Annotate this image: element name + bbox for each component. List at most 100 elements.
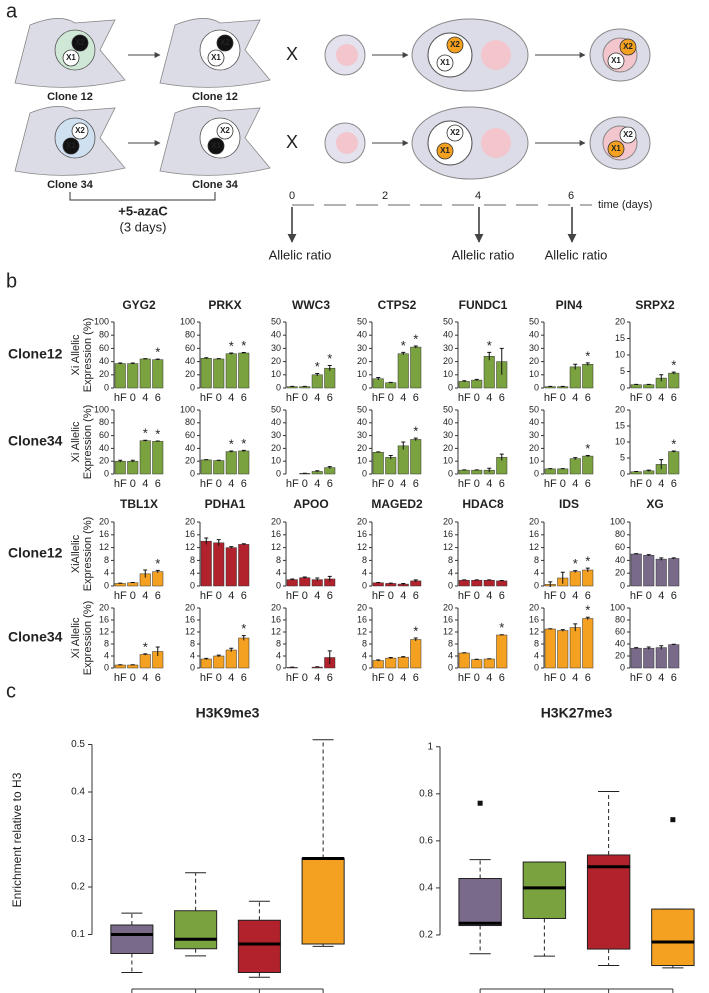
chromosome xyxy=(62,137,80,155)
y-tick-label: 30 xyxy=(357,430,367,440)
y-tick-label: 30 xyxy=(443,343,453,353)
x-tick-label: 0 xyxy=(216,590,222,602)
bar xyxy=(458,381,470,389)
y-tick-label: 40 xyxy=(615,555,625,565)
row-label: Clone12 xyxy=(8,346,63,362)
significance: * xyxy=(585,441,590,456)
y-tick-label: 0.4 xyxy=(419,883,433,894)
chromosome xyxy=(607,140,625,158)
x-tick-label: 0 xyxy=(388,478,394,490)
chromosome-label: X1 xyxy=(211,141,221,150)
y-tick-label: 0 xyxy=(276,468,281,478)
y-tick-label: 8 xyxy=(362,555,367,565)
y-tick-label: 16 xyxy=(99,529,109,539)
y-tick-label: 0 xyxy=(620,468,625,478)
error-bar xyxy=(388,657,393,659)
y-tick-label: 16 xyxy=(529,529,539,539)
chart-title: IDS xyxy=(559,497,579,511)
x-tick-label: 4 xyxy=(228,590,234,602)
y-tick-label: 10 xyxy=(615,349,625,359)
clone-label: Clone 34 xyxy=(192,179,239,191)
y-tick-label: 20 xyxy=(443,602,453,612)
x-tick-label: hF xyxy=(458,392,471,404)
chromosome xyxy=(216,122,234,140)
y-tick-label: 20 xyxy=(271,443,281,453)
chromosome xyxy=(62,49,80,67)
x-tick-label: 6 xyxy=(241,478,247,490)
significance: * xyxy=(487,338,492,353)
box xyxy=(301,858,345,945)
error-bar xyxy=(585,567,590,572)
y-tick-label: 10 xyxy=(443,456,453,466)
y-tick-label: 16 xyxy=(99,614,109,624)
x-tick-label: 6 xyxy=(499,392,505,404)
error-bar xyxy=(585,454,590,457)
error-bar xyxy=(646,554,651,556)
y-tick-label: 16 xyxy=(443,614,453,624)
y-tick-label: 60 xyxy=(615,626,625,636)
y-tick-label: 8 xyxy=(362,638,367,648)
error-bar xyxy=(671,557,676,560)
y-tick-label: 16 xyxy=(271,614,281,624)
y-tick-label: 8 xyxy=(276,638,281,648)
x-tick-label: 4 xyxy=(314,478,320,490)
chromosome xyxy=(619,38,637,56)
x-tick-label: 0 xyxy=(560,392,566,404)
bar xyxy=(643,384,655,389)
y-tick-label: 0 xyxy=(362,580,367,590)
x-tick-label: 6 xyxy=(155,392,161,404)
row-label: Clone34 xyxy=(8,433,63,449)
x-tick-label: 0 xyxy=(646,392,652,404)
error-bar xyxy=(229,352,234,355)
error-bar xyxy=(216,654,221,657)
chromosome-label: X2 xyxy=(450,40,460,49)
x-tick-label: 0 xyxy=(388,392,394,404)
error-bar xyxy=(634,383,639,386)
significance: * xyxy=(671,358,676,373)
significance: * xyxy=(573,556,578,571)
x-tick-label: 0 xyxy=(130,392,136,404)
error-bar xyxy=(646,383,651,386)
error-bar xyxy=(634,553,639,555)
y-axis-label: Xi Allelic xyxy=(70,334,82,375)
y-tick-label: 80 xyxy=(185,417,195,427)
error-bar xyxy=(216,539,221,546)
error-bar xyxy=(241,449,246,452)
y-tick-label: 4 xyxy=(448,650,453,660)
significance: * xyxy=(327,351,332,366)
error-bar xyxy=(560,571,565,584)
x-tick-label: 6 xyxy=(671,392,677,404)
significance: * xyxy=(143,639,148,654)
chromosome xyxy=(216,34,234,52)
timeline-label: time (days) xyxy=(598,199,652,211)
x-tick-label: hF xyxy=(630,478,643,490)
chromosome-label: X1 xyxy=(611,144,621,153)
y-tick-label: 0 xyxy=(534,662,539,672)
chromosome xyxy=(446,36,464,54)
y-tick-label: 10 xyxy=(357,456,367,466)
error-bar xyxy=(130,664,135,666)
bar xyxy=(385,382,397,389)
x-tick-label: 6 xyxy=(413,590,419,602)
y-tick-label: 16 xyxy=(357,614,367,624)
error-bar xyxy=(401,656,406,658)
y-tick-label: 40 xyxy=(529,330,539,340)
significance: * xyxy=(413,424,418,439)
bar xyxy=(471,379,483,389)
y-tick-label: 10 xyxy=(615,436,625,446)
y-tick-label: 20 xyxy=(357,443,367,453)
x-tick-label: 6 xyxy=(413,672,419,684)
y-tick-label: 1 xyxy=(427,741,433,752)
error-bar xyxy=(388,582,393,584)
y-tick-label: 60 xyxy=(185,430,195,440)
y-tick-label: 0 xyxy=(190,662,195,672)
bar xyxy=(410,346,422,389)
y-tick-label: 20 xyxy=(185,602,195,612)
x-tick-label: hF xyxy=(114,478,127,490)
y-tick-label: 10 xyxy=(529,456,539,466)
x-tick-label: 0 xyxy=(646,478,652,490)
bar xyxy=(496,580,508,587)
error-bar xyxy=(155,646,160,656)
y-tick-label: 8 xyxy=(276,555,281,565)
